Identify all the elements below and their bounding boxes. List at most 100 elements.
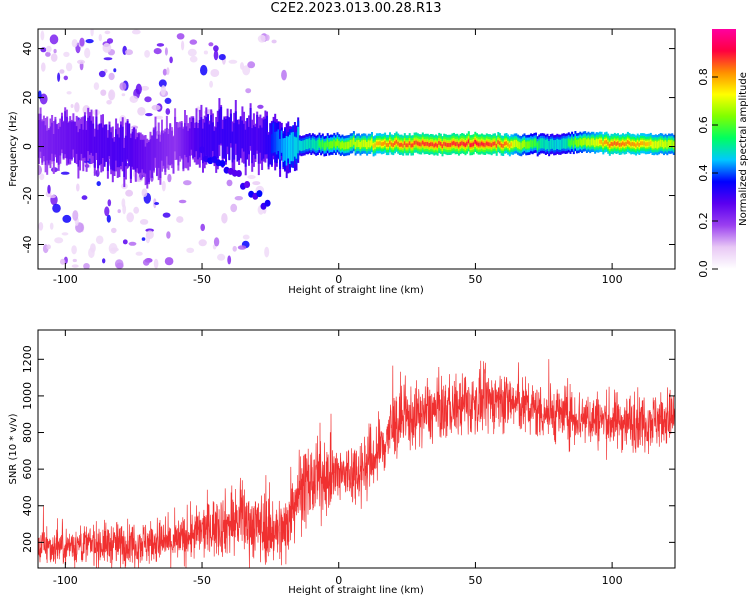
spectrogram-ridge-cell	[277, 129, 280, 151]
spectrogram-noise-blob	[213, 50, 219, 61]
spectrogram-ridge-cell	[508, 144, 511, 149]
spectrogram-ridge-cell	[188, 128, 191, 156]
spectrogram-ridge-cell	[144, 146, 147, 174]
spectrogram-ridge-cell	[474, 140, 477, 144]
spectrogram-ridge-cell	[252, 125, 255, 155]
spectrogram-noise-blob	[242, 234, 250, 240]
spectrogram-noise-blob	[62, 214, 72, 223]
spectrogram-ridge-cell	[328, 141, 331, 149]
spectrogram-ridge-cell	[421, 140, 424, 145]
spectrogram-ridge-cell	[290, 132, 293, 162]
y-tick-label: -20	[21, 187, 34, 205]
snr-series-line	[38, 359, 675, 568]
spectrogram-ridge-cell	[431, 142, 434, 147]
spectrogram-noise-blob	[135, 83, 142, 95]
spectrogram-ridge-cell	[164, 131, 167, 172]
spectrogram-noise-blob	[50, 53, 58, 62]
spectrogram-ridge-cell	[454, 142, 457, 147]
spectrogram-noise-blob	[234, 196, 243, 201]
spectrogram-ridge-cell	[279, 138, 282, 160]
spectrogram-ridge-cell	[80, 124, 83, 154]
spectrogram-ridge-cell	[490, 143, 493, 147]
spectrogram-ridge-cell	[436, 143, 439, 148]
spectrogram-noise-blob	[133, 206, 140, 214]
spectrogram-ridge-cell	[562, 138, 565, 149]
spectrogram-ridge-cell	[617, 141, 619, 146]
x-tick-label: 0	[335, 574, 342, 587]
spectrogram-noise-blob	[271, 39, 277, 44]
spectrogram-ridge-cell	[531, 140, 534, 148]
spectrogram-ridge-cell	[69, 121, 72, 160]
spectrogram-ridge-cell	[518, 142, 521, 150]
spectrogram-ridge-cell	[538, 141, 541, 149]
spectrogram-ridge-cell	[264, 118, 267, 155]
spectrogram-noise-blob	[141, 188, 148, 197]
spectrogram-ridge-cell	[105, 124, 108, 162]
spectrogram-noise-blob	[189, 55, 198, 63]
spectrogram-noise-blob	[54, 237, 64, 244]
spectrogram-ridge-cell	[123, 147, 126, 177]
spectrogram-ridge-cell	[535, 139, 537, 147]
spectrogram-noise-blob	[72, 258, 77, 263]
spectrogram-ridge-cell	[56, 124, 58, 163]
spectrogram-ridge-cell	[600, 140, 603, 144]
spectrogram-ridge-cell	[379, 141, 382, 146]
spectrogram-ridge-cell	[139, 139, 142, 173]
spectrogram-ridge-cell	[485, 141, 488, 146]
x-tick-label: -100	[53, 273, 78, 286]
snr-line-path	[38, 359, 675, 568]
spectrogram-ridge-cell	[311, 138, 314, 149]
spectrogram-ridge-cell	[649, 141, 652, 145]
spectrogram-ridge-cell	[372, 144, 375, 149]
spectrogram-ridge-cell	[249, 108, 252, 146]
spectrogram-noise-blob	[39, 93, 48, 105]
spectrogram-ridge-cell	[157, 134, 160, 168]
spectrogram-ridge-cell	[136, 137, 139, 169]
spectrogram-noise-blob	[165, 108, 171, 115]
spectrogram-ridge-cell	[581, 139, 583, 147]
spectrogram-noise-blob	[167, 173, 172, 183]
spectrogram-ridge-cell	[239, 116, 242, 158]
spectrogram-ridge-cell	[51, 122, 54, 154]
spectrogram-ridge-cell	[38, 120, 40, 158]
spectrogram-ridge-cell	[336, 138, 339, 146]
spectrogram-noise-blob	[116, 262, 124, 269]
spectrogram-ridge-cell	[103, 124, 106, 167]
spectrogram-ridge-cell	[579, 138, 582, 146]
spectrogram-ridge-cell	[572, 140, 575, 148]
spectrogram-ridge-cell	[425, 142, 428, 146]
spectrogram-ridge-cell	[195, 122, 198, 152]
spectrogram-ridge-cell	[608, 143, 611, 148]
spectrogram-ridge-cell	[644, 142, 647, 147]
spectrogram-ridge-cell	[462, 142, 465, 146]
spectrogram-noise-blob	[125, 49, 133, 56]
spectrogram-noise-blob	[72, 210, 79, 221]
spectrogram-noise-blob	[176, 33, 185, 40]
spectrogram-ridge-cell	[451, 141, 454, 146]
spectrogram-noise-blob	[117, 209, 121, 214]
spectrogram-ridge-cell	[302, 140, 305, 151]
y-tick-label: 1200	[21, 345, 34, 373]
y-tick-label: 20	[21, 91, 34, 105]
spectrogram-ridge-cell	[116, 134, 119, 168]
spectrogram-ridge-cell	[605, 140, 608, 144]
spectrogram-ridge-cell	[275, 131, 278, 155]
spectrogram-ridge-cell	[179, 127, 182, 157]
spectrogram-noise-blob	[129, 95, 139, 104]
spectrogram-ridge-cell	[553, 140, 556, 151]
spectrogram-noise-blob	[46, 244, 51, 250]
spectrogram-noise-blob	[200, 223, 205, 232]
spectrogram-ridge-cell	[541, 138, 544, 149]
y-tick-label: 400	[21, 495, 34, 516]
spectrogram-ridge-cell	[267, 134, 270, 167]
spectrogram-ridge-cell	[672, 141, 675, 149]
spectrogram-ridge-cell	[435, 142, 437, 147]
spectrogram-ridge-cell	[587, 138, 590, 146]
spectrogram-noise-blob	[161, 180, 166, 192]
spectrogram-ridge-cell	[466, 141, 469, 146]
spectrogram-ridge-cell	[357, 140, 360, 147]
spectrogram-ridge-cell	[620, 142, 623, 147]
spectrogram-ridge-cell	[167, 134, 170, 165]
spectrogram-ridge-cell	[633, 142, 636, 147]
spectrogram-ridge-cell	[507, 142, 510, 147]
